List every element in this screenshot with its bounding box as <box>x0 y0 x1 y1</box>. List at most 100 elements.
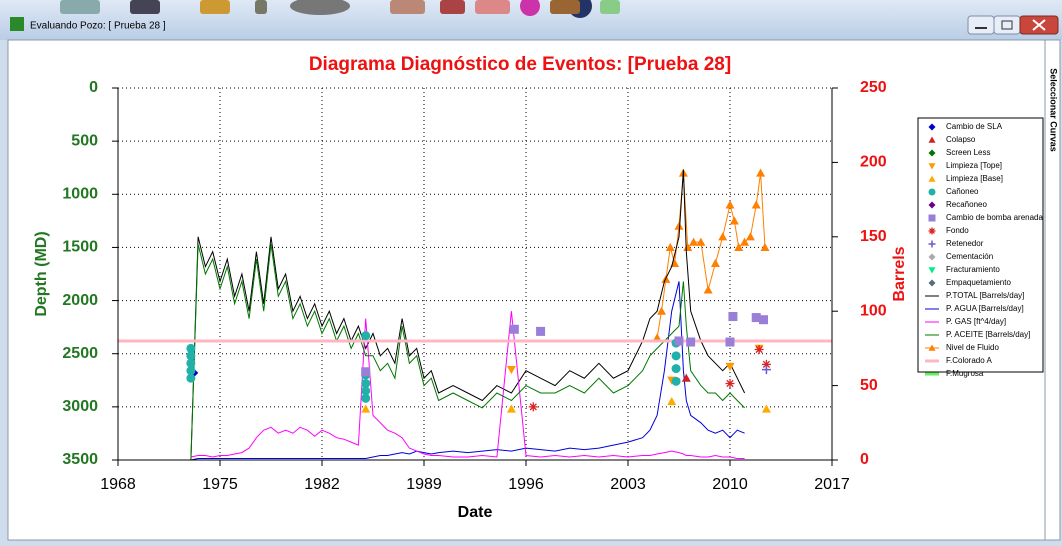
marker <box>928 201 936 209</box>
side-tab[interactable] <box>1044 39 1061 541</box>
legend-label: Retenedor <box>946 239 984 248</box>
marker <box>725 337 735 347</box>
y2-axis-label: Barrels <box>891 246 908 301</box>
marker <box>928 149 936 157</box>
marker <box>536 326 546 336</box>
legend-label: Recañoneo <box>946 200 987 209</box>
y-tick-label: 0 <box>89 79 98 96</box>
taskbar-icons <box>60 0 620 18</box>
legend-entry: Limpieza [Base] <box>928 174 1003 183</box>
legend-entry: F.Mugrosa <box>925 369 984 378</box>
marker <box>674 336 684 346</box>
minimize-button[interactable] <box>967 15 995 35</box>
marker <box>509 324 519 334</box>
legend-label: Nivel de Fluido <box>946 343 999 352</box>
y-tick-label: 3000 <box>62 398 98 415</box>
y-axis-label: Depth (MD) <box>33 231 50 316</box>
legend-entry: Colapso <box>928 135 976 144</box>
side-tab-label: Seleccionar Curvas <box>1049 68 1059 152</box>
legend-label: Limpieza [Base] <box>946 174 1003 183</box>
marker <box>751 313 761 323</box>
marker <box>754 344 764 354</box>
marker <box>718 232 728 241</box>
marker <box>710 258 720 267</box>
marker <box>928 253 936 261</box>
marker <box>361 404 371 413</box>
y-tick-label: 1000 <box>62 186 98 203</box>
legend-entry: Cambio de SLA <box>928 122 1003 131</box>
y2-tick-label: 100 <box>860 302 887 319</box>
y-tick-label: 3500 <box>62 451 98 468</box>
marker <box>361 393 371 403</box>
legend-entry: Empaquetamiento <box>928 278 1011 287</box>
legend-entry: Recañoneo <box>928 200 987 209</box>
legend-entry: Cementación <box>928 252 993 261</box>
marker <box>725 378 735 388</box>
series-line <box>190 169 746 461</box>
marker <box>760 242 770 252</box>
x-tick-label: 1982 <box>304 476 340 493</box>
y-tick-label: 500 <box>71 132 98 149</box>
marker <box>186 366 196 376</box>
marker <box>734 242 744 252</box>
legend-entry: P. AGUA [Barrels/day] <box>925 304 1024 313</box>
y2-tick-label: 50 <box>860 377 878 394</box>
marker <box>928 163 936 170</box>
legend-entry: Limpieza [Tope] <box>928 161 1002 170</box>
marker <box>186 351 196 361</box>
marker <box>671 376 681 386</box>
legend-label: Cambio de SLA <box>946 122 1003 131</box>
app-icon <box>10 17 24 31</box>
marker <box>761 365 771 375</box>
marker <box>703 285 713 294</box>
marker <box>696 237 706 246</box>
legend-entry: Retenedor <box>928 239 984 248</box>
marker <box>928 188 936 196</box>
marker <box>928 344 936 351</box>
legend-entry: P.TOTAL [Barrels/day] <box>925 291 1024 300</box>
marker <box>674 221 684 230</box>
marker <box>761 404 771 413</box>
legend-label: Cementación <box>946 252 993 261</box>
marker <box>683 242 693 252</box>
marker <box>681 373 691 382</box>
y2-tick-label: 150 <box>860 228 887 245</box>
legend-label: Fracturamiento <box>946 265 1000 274</box>
marker <box>361 367 371 377</box>
marker <box>728 312 738 322</box>
marker <box>928 175 936 182</box>
maximize-button[interactable] <box>993 15 1021 35</box>
marker <box>665 242 675 252</box>
x-tick-label: 1989 <box>406 476 442 493</box>
legend-entry: P. ACEITE [Barrels/day] <box>925 330 1030 339</box>
y-tick-label: 1500 <box>62 239 98 256</box>
legend-label: P. AGUA [Barrels/day] <box>946 304 1024 313</box>
marker <box>751 200 761 209</box>
legend-entry: Screen Less <box>928 148 990 157</box>
marker <box>506 366 516 375</box>
marker <box>657 306 667 315</box>
marker <box>689 237 699 246</box>
marker <box>186 373 196 383</box>
marker <box>756 168 766 177</box>
legend-label: Colapso <box>946 135 976 144</box>
marker <box>928 240 936 248</box>
marker <box>671 351 681 361</box>
legend-label: Limpieza [Tope] <box>946 161 1002 170</box>
marker <box>761 359 771 369</box>
legend-label: P. GAS [ft^4/day] <box>946 317 1006 326</box>
marker <box>528 402 538 412</box>
marker <box>759 315 769 325</box>
marker <box>667 397 677 406</box>
legend-label: Fondo <box>946 226 969 235</box>
marker <box>928 279 936 287</box>
x-tick-label: 2017 <box>814 476 850 493</box>
legend-entry: Fracturamiento <box>928 265 1000 274</box>
legend-label: Empaquetamiento <box>946 278 1011 287</box>
marker <box>186 343 196 353</box>
legend-label: Cambio de bomba arenada <box>946 213 1044 222</box>
legend-label: Cañoneo <box>946 187 979 196</box>
legend <box>917 117 1044 373</box>
x-tick-label: 2003 <box>610 476 646 493</box>
x-tick-label: 1968 <box>100 476 136 493</box>
